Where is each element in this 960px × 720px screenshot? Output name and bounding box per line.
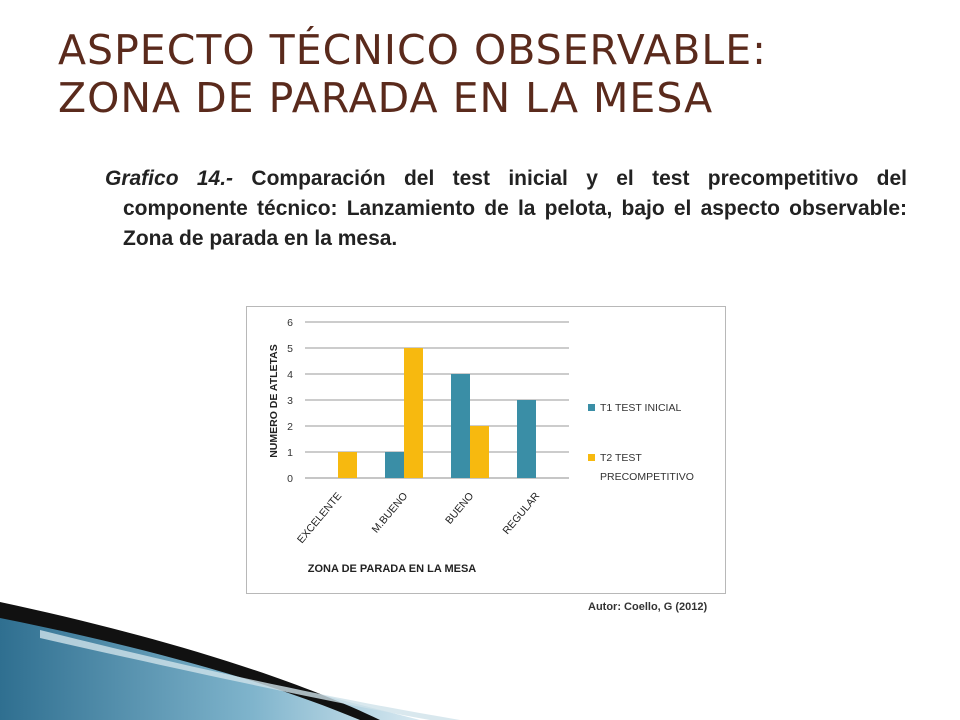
author-credit: Autor: Coello, G (2012) xyxy=(588,601,708,613)
y-tick-label: 5 xyxy=(287,343,293,355)
bar xyxy=(385,452,404,478)
bar-chart: 0 1 2 3 4 5 6 EXCELENTE M.BUENO BUENO REGULAR NUM… xyxy=(268,317,694,575)
chart-bars xyxy=(338,348,536,478)
caption-text: Comparación del test inicial y el test p… xyxy=(123,167,907,250)
x-tick-label: BUENO xyxy=(443,490,476,526)
bar xyxy=(517,400,536,478)
y-tick-label: 6 xyxy=(287,317,293,329)
y-tick-label: 2 xyxy=(287,421,293,433)
y-tick-label: 0 xyxy=(287,473,293,485)
x-axis-label: ZONA DE PARADA EN LA MESA xyxy=(308,563,477,575)
slide-title-line-2: ZONA DE PARADA EN LA MESA xyxy=(58,74,714,122)
x-axis-ticks: EXCELENTE M.BUENO BUENO REGULAR xyxy=(295,490,543,546)
legend-swatch xyxy=(588,454,595,461)
x-tick-label: M.BUENO xyxy=(370,490,411,535)
legend-label: T2 TEST xyxy=(600,452,642,464)
bar xyxy=(451,374,470,478)
y-tick-label: 4 xyxy=(287,369,293,381)
y-axis-ticks: 0 1 2 3 4 5 6 xyxy=(287,317,293,485)
slide-title-line-1: ASPECTO TÉCNICO OBSERVABLE: xyxy=(58,26,767,74)
caption-label: Grafico 14.- xyxy=(105,167,234,190)
chart-legend: T1 TEST INICIAL T2 TEST PRECOMPETITIVO xyxy=(588,402,694,483)
legend-swatch xyxy=(588,404,595,411)
slide-title: ASPECTO TÉCNICO OBSERVABLE: ZONA DE PARA… xyxy=(58,26,938,122)
y-axis-label: NUMERO DE ATLETAS xyxy=(268,344,280,458)
decorative-corner-swoosh xyxy=(0,602,460,720)
y-tick-label: 3 xyxy=(287,395,293,407)
x-tick-label: REGULAR xyxy=(500,490,542,537)
x-tick-label: EXCELENTE xyxy=(295,490,344,546)
bar xyxy=(338,452,357,478)
legend-label: PRECOMPETITIVO xyxy=(600,471,694,483)
bar xyxy=(404,348,423,478)
legend-label: T1 TEST INICIAL xyxy=(600,402,681,414)
y-tick-label: 1 xyxy=(287,447,293,459)
chart-caption: Grafico 14.- Comparación del test inicia… xyxy=(105,164,907,254)
bar xyxy=(470,426,489,478)
chart-container: 0 1 2 3 4 5 6 EXCELENTE M.BUENO BUENO REGULAR NUM… xyxy=(246,306,726,594)
